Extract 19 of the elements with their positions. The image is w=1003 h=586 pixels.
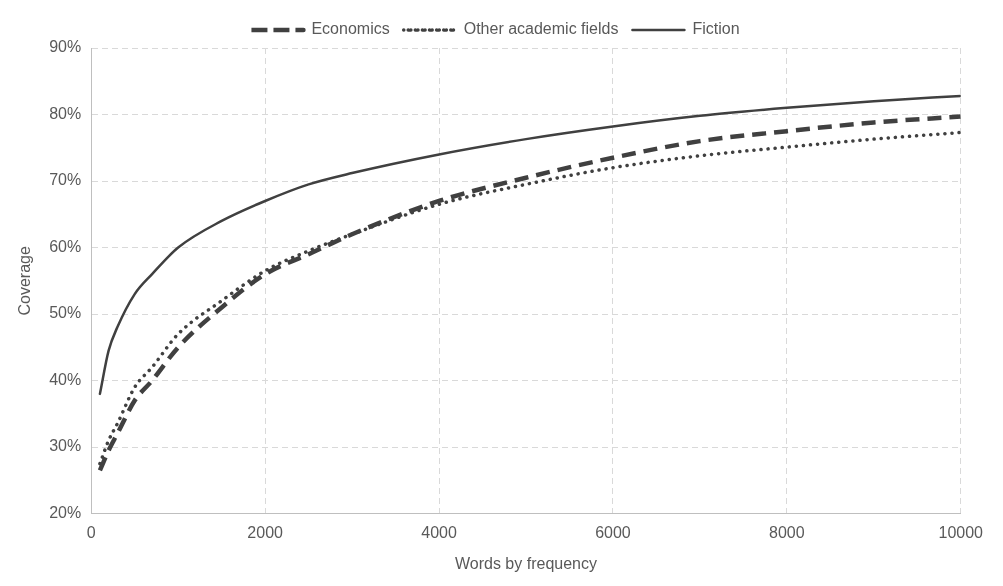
y-tick-label: 40%	[49, 370, 82, 388]
x-tick-label: 4000	[421, 523, 457, 541]
y-axis-title: Coverage	[16, 246, 34, 316]
legend-label: Fiction	[692, 20, 740, 38]
y-tick-label: 20%	[49, 504, 82, 522]
x-tick-label: 0	[86, 523, 96, 541]
y-tick-label: 80%	[49, 104, 82, 122]
x-tick-label: 8000	[769, 523, 805, 541]
y-tick-label: 60%	[49, 237, 82, 255]
x-tick-label: 10000	[938, 523, 984, 541]
y-tick-label: 90%	[49, 38, 82, 56]
x-tick-label: 2000	[247, 523, 284, 541]
x-tick-label: 6000	[595, 523, 631, 541]
legend-label: Economics	[311, 20, 390, 38]
x-axis-title: Words by frequency	[454, 554, 597, 572]
y-tick-label: 30%	[49, 437, 82, 455]
y-tick-label: 50%	[49, 304, 82, 322]
y-tick-label: 70%	[49, 171, 82, 189]
legend-label: Other academic fields	[463, 20, 619, 38]
